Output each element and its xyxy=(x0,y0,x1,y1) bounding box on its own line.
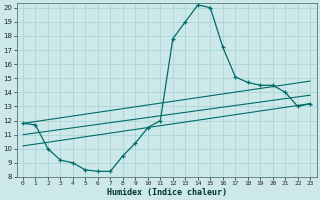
X-axis label: Humidex (Indice chaleur): Humidex (Indice chaleur) xyxy=(107,188,227,197)
